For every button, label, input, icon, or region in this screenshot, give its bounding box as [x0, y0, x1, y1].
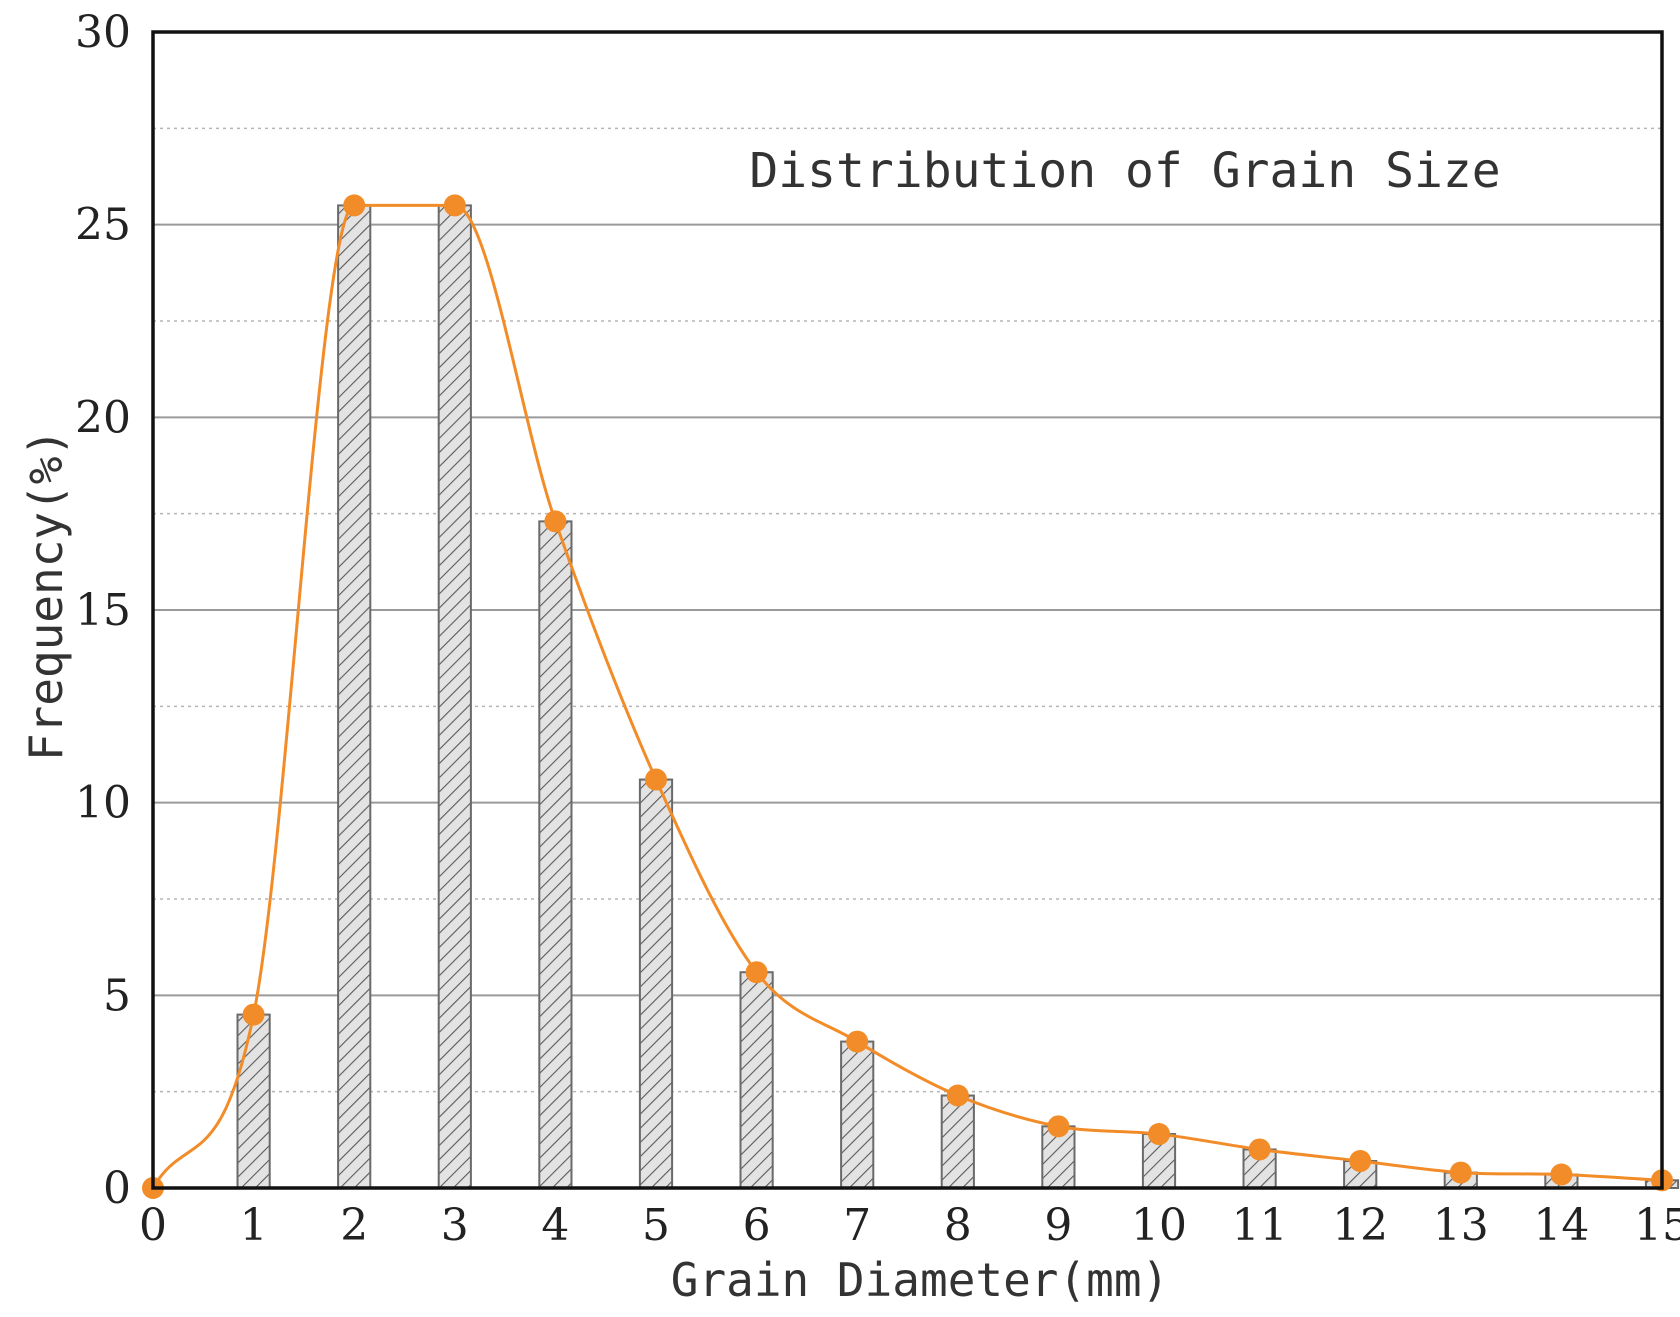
- bar-7: [840, 1040, 875, 1190]
- bar-8: [940, 1094, 975, 1190]
- bar-3: [437, 204, 472, 1189]
- marker-6: [745, 961, 768, 984]
- marker-13: [1449, 1161, 1472, 1184]
- y-tick-label: 25: [75, 200, 131, 251]
- marker-4: [544, 510, 567, 533]
- y-tick-label: 5: [103, 970, 131, 1021]
- x-tick-label: 1: [240, 1200, 268, 1251]
- marker-1: [242, 1003, 265, 1026]
- bar-2: [337, 204, 372, 1189]
- y-tick-label: 20: [75, 392, 131, 443]
- x-tick-label: 13: [1433, 1200, 1489, 1251]
- y-tick-label: 30: [75, 7, 131, 58]
- x-tick-label: 4: [541, 1200, 569, 1251]
- x-tick-label: 12: [1332, 1200, 1388, 1251]
- x-tick-label: 15: [1634, 1200, 1680, 1251]
- marker-5: [645, 768, 667, 791]
- marker-7: [846, 1030, 869, 1053]
- bar-1: [236, 1013, 271, 1189]
- marker-3: [443, 194, 466, 217]
- marker-10: [1148, 1123, 1170, 1146]
- x-axis-title: Grain Diameter(mm): [671, 1253, 1170, 1307]
- marker-9: [1047, 1115, 1070, 1138]
- x-tick-label: 2: [340, 1200, 368, 1251]
- marker-8: [946, 1084, 969, 1107]
- bar-4: [538, 520, 573, 1189]
- x-tick-label: 6: [743, 1200, 771, 1251]
- y-axis-ticks: 0 5 10 15 20 25 30: [75, 7, 131, 1214]
- x-tick-label: 10: [1131, 1200, 1187, 1251]
- major-grid: [153, 223, 1662, 997]
- bar-series: [236, 204, 1680, 1190]
- chart-title: Distribution of Grain Size: [749, 143, 1500, 199]
- y-tick-label: 15: [75, 585, 131, 636]
- x-tick-label: 3: [441, 1200, 469, 1251]
- bar-6: [739, 971, 774, 1189]
- marker-2: [343, 194, 366, 217]
- x-tick-label: 8: [944, 1200, 972, 1251]
- x-axis-ticks: 0 1 2 3 4 5 6 7 8 9 10 11 12 13 14 15: [139, 1200, 1680, 1251]
- marker-series: [142, 194, 1673, 1199]
- marker-12: [1349, 1150, 1372, 1173]
- fitted-curve: [151, 203, 1663, 1189]
- x-tick-label: 14: [1533, 1200, 1589, 1251]
- x-tick-label: 9: [1044, 1200, 1072, 1251]
- bar-5: [638, 778, 674, 1190]
- y-tick-label: 0: [103, 1163, 131, 1214]
- x-tick-label: 11: [1232, 1200, 1288, 1251]
- x-tick-label: 7: [843, 1200, 871, 1251]
- x-tick-label: 5: [642, 1200, 670, 1251]
- y-tick-label: 10: [75, 778, 131, 829]
- y-axis-title: Frequency(%): [19, 429, 73, 761]
- marker-11: [1248, 1138, 1271, 1161]
- x-tick-label: 0: [139, 1200, 167, 1251]
- plot-frame: [151, 30, 1664, 1190]
- marker-14: [1550, 1163, 1573, 1186]
